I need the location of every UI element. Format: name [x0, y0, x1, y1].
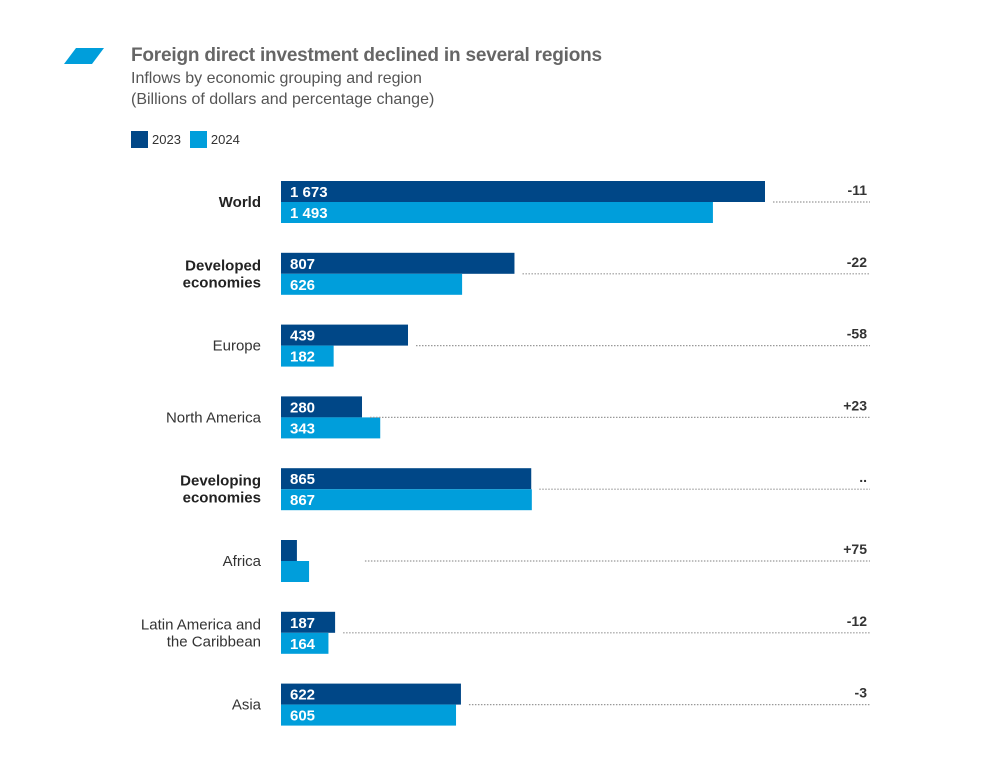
bar-label-2023-latin-america-and-the-caribbean: 187 — [290, 615, 315, 632]
pct-change-developing-economies: .. — [859, 469, 867, 485]
bar-2023-world — [281, 181, 765, 202]
legend-item-2023: 2023 — [131, 131, 181, 148]
chart-title: Foreign direct investment declined in se… — [131, 45, 602, 66]
category-label-europe: Europe — [213, 338, 261, 355]
bar-2024-north-america — [281, 417, 381, 439]
category-label-developing-economies: economies — [183, 490, 261, 507]
bar-2023-asia — [281, 683, 461, 705]
bar-2024-asia — [281, 704, 457, 726]
pct-change-europe: -58 — [847, 326, 867, 342]
bar-label-2023-developed-economies: 807 — [290, 256, 315, 273]
bar-label-2024-africa: 97 — [321, 564, 338, 581]
category-label-developing-economies: Developing — [180, 473, 261, 490]
category-label-africa: Africa — [223, 553, 262, 570]
bar-2024-latin-america-and-the-caribbean — [281, 632, 329, 654]
bar-label-2023-africa: 55 — [309, 543, 326, 560]
legend-swatch-2023 — [131, 131, 148, 148]
category-label-developed-economies: economies — [183, 274, 261, 291]
bar-2023-north-america — [281, 396, 363, 418]
legend-label-2023: 2023 — [152, 132, 181, 147]
bar-label-2024-world: 1 493 — [290, 205, 328, 222]
category-label-developed-economies: Developed — [185, 257, 261, 274]
bar-label-2024-north-america: 343 — [290, 420, 315, 437]
bar-label-2024-latin-america-and-the-caribbean: 164 — [290, 636, 316, 653]
legend: 2023 2024 — [131, 131, 249, 148]
bar-2023-developed-economies — [281, 252, 515, 274]
legend-label-2024: 2024 — [210, 132, 240, 147]
bar-2023-europe — [281, 324, 409, 346]
chart-subtitle: Inflows by economic grouping and region — [131, 70, 422, 87]
pct-change-north-america: +23 — [843, 397, 867, 413]
chart-units: (Billions of dollars and percentage chan… — [131, 91, 435, 108]
bar-2023-africa — [281, 540, 297, 561]
logo-icon — [64, 48, 104, 64]
bar-label-2023-developing-economies: 865 — [290, 471, 315, 488]
bar-label-2024-asia: 605 — [290, 708, 315, 725]
category-label-latin-america-and-the-caribbean: the Caribbean — [167, 633, 261, 650]
bar-2024-developed-economies — [281, 273, 463, 295]
bar-label-2023-asia: 622 — [290, 687, 315, 704]
bar-2024-developing-economies — [281, 489, 532, 511]
bar-label-2024-europe: 182 — [290, 349, 315, 366]
legend-item-2024: 2024 — [189, 131, 240, 148]
category-label-north-america: North America — [166, 409, 262, 426]
pct-change-asia: -3 — [855, 685, 868, 701]
bar-2023-latin-america-and-the-caribbean — [281, 611, 336, 633]
bar-label-2023-europe: 439 — [290, 328, 315, 345]
pct-change-africa: +75 — [843, 541, 867, 557]
pct-change-latin-america-and-the-caribbean: -12 — [847, 613, 867, 629]
category-label-latin-america-and-the-caribbean: Latin America and — [141, 616, 261, 633]
pct-change-developed-economies: -22 — [847, 254, 867, 270]
bar-label-2024-developed-economies: 626 — [290, 277, 315, 294]
bar-2024-europe — [281, 345, 334, 367]
bar-label-2023-north-america: 280 — [290, 399, 315, 416]
bar-label-2024-developing-economies: 867 — [290, 492, 315, 509]
category-label-world: World — [219, 194, 261, 211]
bar-label-2023-world: 1 673 — [290, 184, 328, 201]
bar-2024-world — [281, 202, 713, 223]
bar-2024-africa — [281, 561, 310, 582]
legend-swatch-2024 — [189, 131, 207, 148]
category-label-asia: Asia — [232, 697, 262, 714]
bar-2023-developing-economies — [281, 468, 532, 490]
pct-change-world: -11 — [848, 182, 868, 198]
